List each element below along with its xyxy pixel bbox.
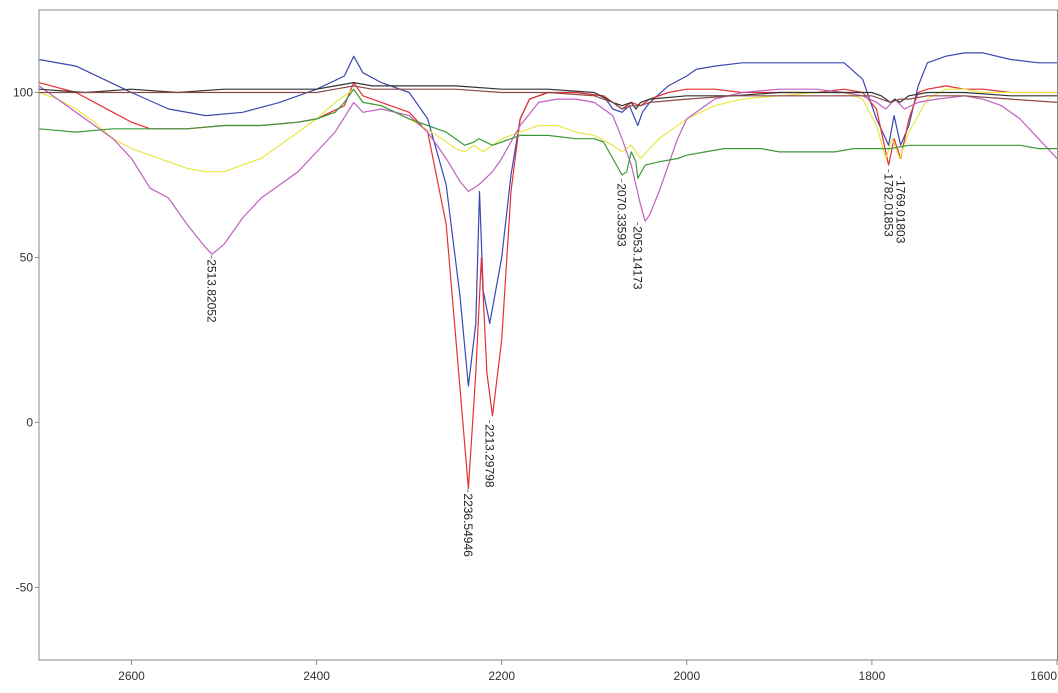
series-line-4 xyxy=(38,85,1058,255)
peak-annotation-1: 2513.82052 xyxy=(204,255,218,323)
peak-label: 2236.54946 xyxy=(461,493,475,557)
peak-label-layer: 2513.82052 2236.54946 2213.29798 2070.33593… xyxy=(204,169,908,557)
y-tick-label: -50 xyxy=(16,580,34,594)
peak-annotation-2: 2236.54946 xyxy=(461,489,475,557)
series-line-1 xyxy=(38,52,1058,387)
peak-label: 1782.01853 xyxy=(882,173,896,237)
peak-label: 1769.01803 xyxy=(894,180,908,244)
peak-label: 2070.33593 xyxy=(615,183,629,247)
x-tick-label: 2200 xyxy=(488,669,515,683)
y-tick-label: 0 xyxy=(26,415,33,429)
peak-label: 2513.82052 xyxy=(204,259,218,323)
peak-annotation-5: 2053.14173 xyxy=(631,222,645,290)
x-tick-label: 1600 xyxy=(1030,669,1057,683)
x-tick-label: 1800 xyxy=(859,669,886,683)
series-line-5 xyxy=(38,88,1058,179)
peak-annotation-4: 2070.33593 xyxy=(615,179,629,247)
peak-annotation-7: 1769.01803 xyxy=(894,176,908,244)
y-tick-label: 100 xyxy=(13,86,33,100)
x-tick-label: 2400 xyxy=(303,669,330,683)
x-tick-label: 2600 xyxy=(118,669,145,683)
series-layer xyxy=(38,52,1058,489)
peak-label: 2213.29798 xyxy=(482,424,496,488)
plot-area-background xyxy=(39,10,1058,660)
peak-label: 2053.14173 xyxy=(631,226,645,290)
peak-annotation-3: 2213.29798 xyxy=(482,420,496,488)
x-axis: 2600 2400 2200 2000 1800 1600 xyxy=(118,660,1058,683)
x-tick-label: 2000 xyxy=(673,669,700,683)
series-line-7 xyxy=(38,85,1058,110)
y-axis: 100 50 0 -50 xyxy=(13,86,39,594)
peak-annotation-6: 1782.01853 xyxy=(882,169,896,237)
y-tick-label: 50 xyxy=(20,251,34,265)
